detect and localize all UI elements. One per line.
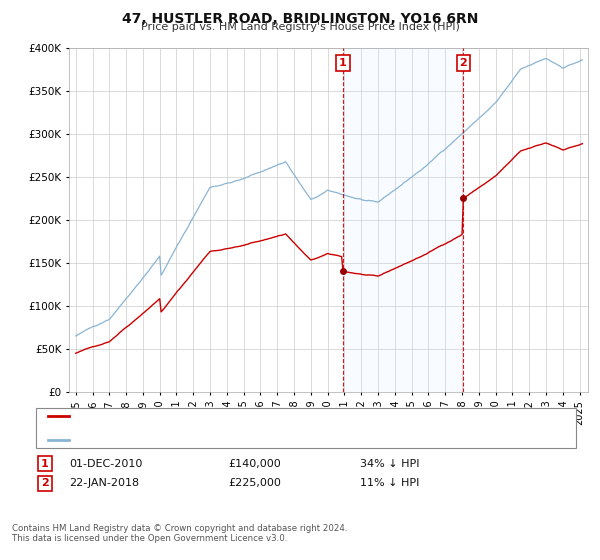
Text: Price paid vs. HM Land Registry's House Price Index (HPI): Price paid vs. HM Land Registry's House … xyxy=(140,22,460,32)
Text: 47, HUSTLER ROAD, BRIDLINGTON, YO16 6RN (detached house): 47, HUSTLER ROAD, BRIDLINGTON, YO16 6RN … xyxy=(72,410,405,421)
Text: 1: 1 xyxy=(339,58,347,68)
Text: 47, HUSTLER ROAD, BRIDLINGTON, YO16 6RN: 47, HUSTLER ROAD, BRIDLINGTON, YO16 6RN xyxy=(122,12,478,26)
Text: 2: 2 xyxy=(460,58,467,68)
Text: £225,000: £225,000 xyxy=(228,478,281,488)
Text: 34% ↓ HPI: 34% ↓ HPI xyxy=(360,459,419,469)
Text: 01-DEC-2010: 01-DEC-2010 xyxy=(69,459,142,469)
Text: 2: 2 xyxy=(41,478,49,488)
Text: Contains HM Land Registry data © Crown copyright and database right 2024.
This d: Contains HM Land Registry data © Crown c… xyxy=(12,524,347,543)
Text: 1: 1 xyxy=(41,459,49,469)
Bar xyxy=(343,48,463,392)
Text: £140,000: £140,000 xyxy=(228,459,281,469)
Text: 11% ↓ HPI: 11% ↓ HPI xyxy=(360,478,419,488)
Text: 22-JAN-2018: 22-JAN-2018 xyxy=(69,478,139,488)
Text: HPI: Average price, detached house, East Riding of Yorkshire: HPI: Average price, detached house, East… xyxy=(72,435,388,445)
